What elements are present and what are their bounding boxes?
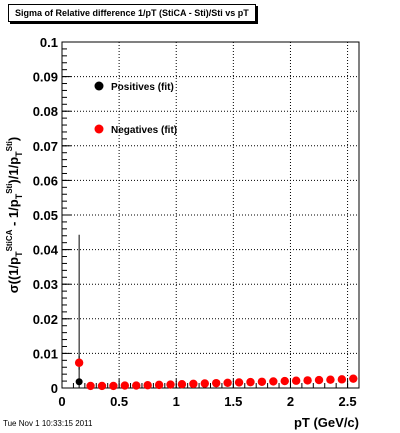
y-tick-label: 0.07 [33, 139, 58, 154]
negatives-point [280, 376, 289, 386]
y-tick-label: 0.09 [33, 70, 58, 85]
y-tick-label: 0.03 [33, 277, 58, 292]
negatives-point [337, 375, 347, 384]
x-tick-label: 1 [173, 394, 180, 409]
plot-frame [61, 41, 360, 389]
x-tick-label: 1.5 [224, 394, 242, 409]
y-tick-label: 0.01 [33, 346, 58, 361]
y-tick-label: 0.05 [33, 208, 58, 223]
negatives-point [349, 374, 358, 383]
legend-label-positives: Positives (fit) [111, 82, 174, 93]
negatives-point [200, 379, 209, 388]
chart-title: Sigma of Relative difference 1/pT (StiCA… [8, 4, 256, 22]
negatives-point [143, 381, 152, 390]
timestamp: Tue Nov 1 10:33:15 2011 [3, 419, 93, 428]
x-tick-label: 2.5 [339, 394, 357, 409]
y-axis-label: σ((1/pTStiCA - 1/pTSti)/1/pTSti) [5, 137, 24, 294]
negatives-point [269, 377, 278, 386]
negatives-point [109, 381, 118, 391]
negatives-point [257, 377, 267, 386]
axes [61, 41, 360, 389]
negatives-point [234, 378, 244, 387]
negatives-point [166, 380, 175, 389]
y-tick-label: 0 [51, 381, 58, 396]
negatives-point [132, 381, 141, 390]
grid [62, 42, 359, 388]
negatives-point [314, 375, 324, 385]
x-tick-label: 0.5 [110, 394, 128, 409]
negatives-point [97, 381, 107, 391]
negatives-point [74, 358, 84, 367]
negatives-point [291, 376, 301, 385]
svg-text:σ((1/pTStiCA - 1/pTSti)/1/pTSt: σ((1/pTStiCA - 1/pTSti)/1/pTSti) [5, 137, 24, 294]
negatives-point [177, 379, 187, 389]
negatives-point [212, 378, 221, 388]
legend-marker-positives [94, 81, 104, 91]
legend-marker-negatives [94, 124, 104, 134]
legend: Positives (fit) Negatives (fit) [94, 81, 177, 136]
y-tick-label: 0.1 [40, 35, 58, 50]
negatives-point [189, 379, 198, 389]
y-tick-label: 0.04 [33, 243, 59, 258]
y-tick-label: 0.08 [33, 104, 58, 119]
positives-point [75, 378, 83, 386]
negatives-point [120, 381, 130, 390]
legend-label-negatives: Negatives (fit) [111, 125, 177, 136]
tick-labels: 0 0.5 1 1.5 2 2.5 0 0.01 0.02 0.03 0.04 0.05 0.06 0.0… [33, 35, 357, 409]
negatives-point [154, 380, 164, 390]
data-points [74, 234, 358, 391]
negatives-point [326, 375, 335, 384]
y-tick-label: 0.06 [33, 173, 58, 188]
negatives-point [303, 376, 312, 385]
y-tick-label: 0.02 [33, 312, 58, 327]
x-tick-label: 0 [58, 394, 65, 409]
negatives-point [86, 381, 95, 391]
negatives-point [223, 378, 232, 388]
negatives-point [246, 377, 255, 387]
x-tick-label: 2 [287, 394, 294, 409]
x-axis-label: pT (GeV/c) [294, 415, 359, 430]
